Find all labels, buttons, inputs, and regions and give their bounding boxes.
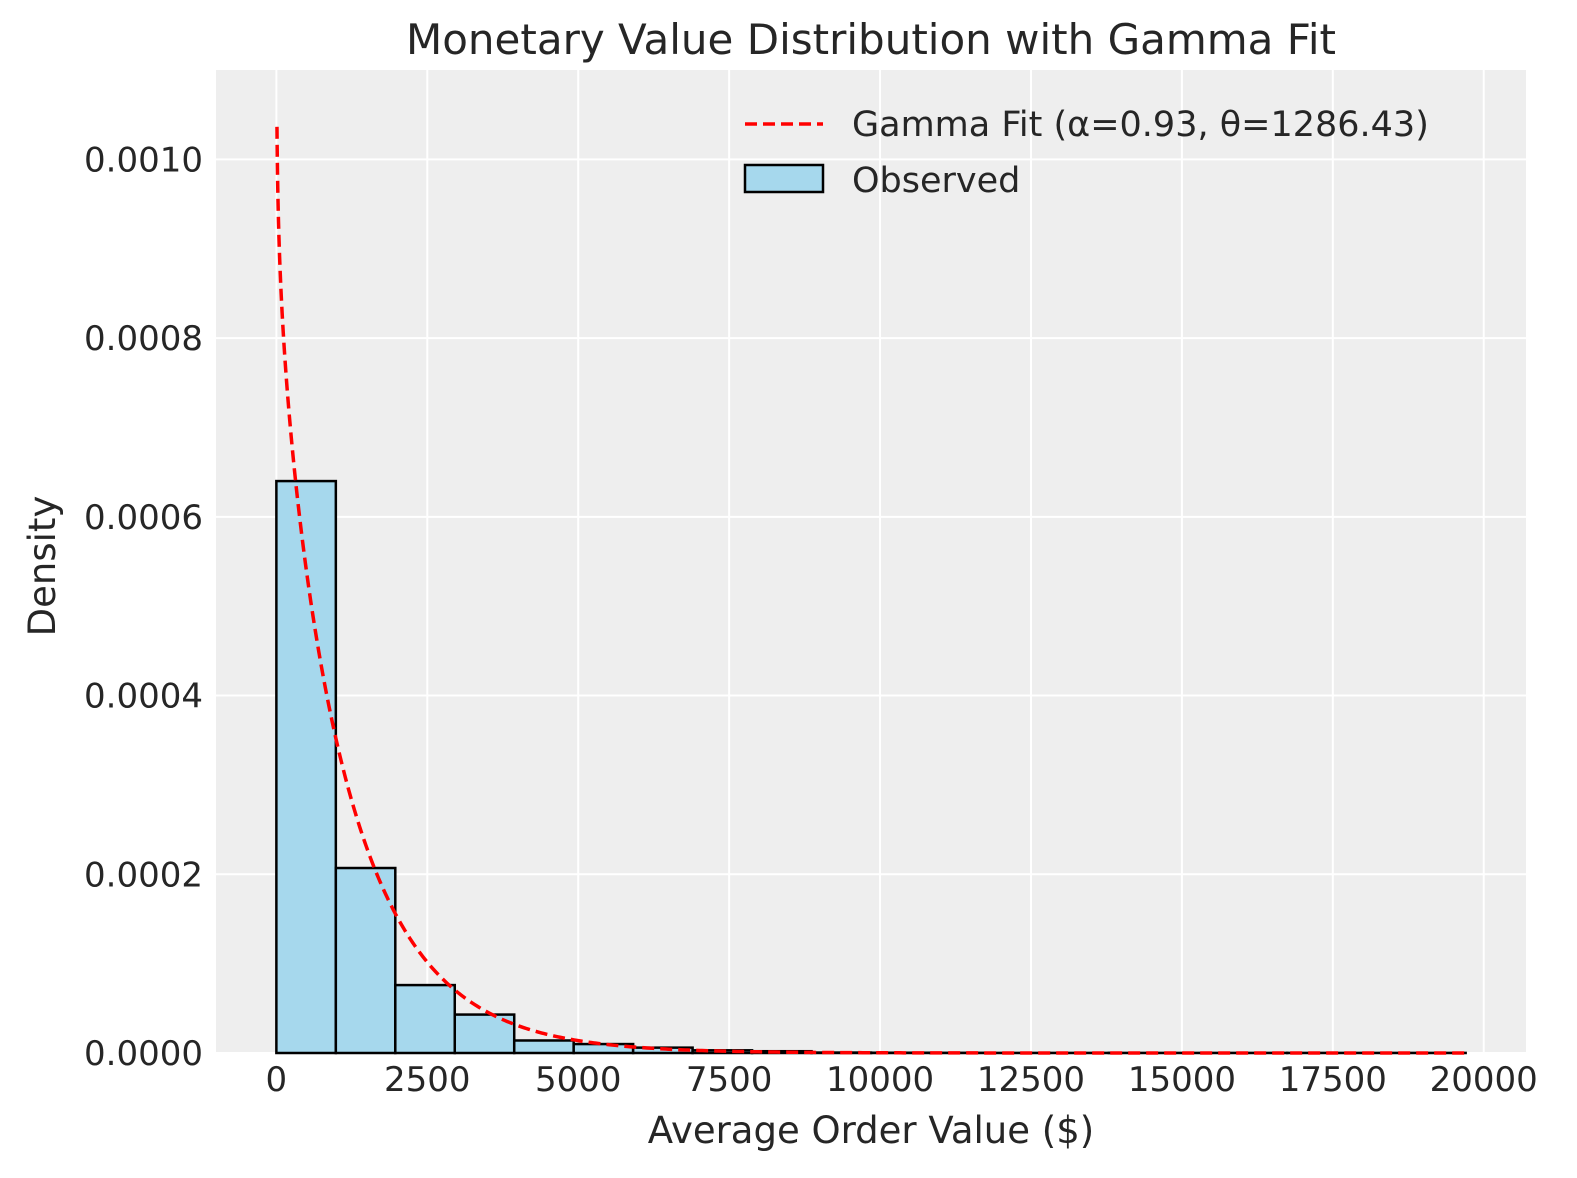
y-tick-label: 0.0002 [84, 855, 203, 895]
x-tick-label: 5000 [535, 1060, 622, 1100]
x-tick-label: 12500 [977, 1060, 1085, 1100]
x-tick-label: 0 [266, 1060, 288, 1100]
y-tick-label: 0.0008 [84, 319, 203, 359]
gamma-fit-curve [275, 126, 1466, 1055]
y-tick-label: 0.0010 [84, 140, 203, 180]
legend: Gamma Fit (α=0.93, θ=1286.43) Observed [743, 105, 1429, 201]
x-tick-label: 20000 [1430, 1060, 1538, 1100]
x-tick-label: 2500 [384, 1060, 471, 1100]
histogram-bar [394, 983, 457, 1055]
x-tick-label: 17500 [1279, 1060, 1387, 1100]
y-tick-label: 0.0000 [84, 1034, 203, 1074]
histogram-bar [334, 866, 397, 1055]
legend-observed-swatch [743, 163, 825, 194]
x-tick-label: 10000 [826, 1060, 934, 1100]
x-tick-label: 7500 [686, 1060, 773, 1100]
histogram-bar [512, 1039, 575, 1055]
y-tick-label: 0.0006 [84, 498, 203, 538]
histogram-bar [572, 1042, 635, 1055]
x-axis-title: Average Order Value ($) [648, 1109, 1094, 1152]
legend-gamma-fit-label: Gamma Fit (α=0.93, θ=1286.43) [852, 105, 1429, 145]
chart-title: Monetary Value Distribution with Gamma F… [406, 15, 1336, 64]
y-axis-title: Density [21, 496, 64, 637]
x-tick-label: 15000 [1128, 1060, 1236, 1100]
plot-background [216, 70, 1526, 1053]
grid-lines [216, 70, 1526, 1054]
x-tick-labels: 0 2500 5000 7500 10000 12500 15000 17500 20000 [266, 1060, 1538, 1100]
gamma-fit-curve-group [275, 126, 1466, 1055]
y-tick-label: 0.0004 [84, 677, 203, 717]
legend-observed-label: Observed [852, 161, 1020, 201]
y-tick-labels: 0.0000 0.0002 0.0004 0.0006 0.0008 0.0010 [84, 140, 203, 1074]
